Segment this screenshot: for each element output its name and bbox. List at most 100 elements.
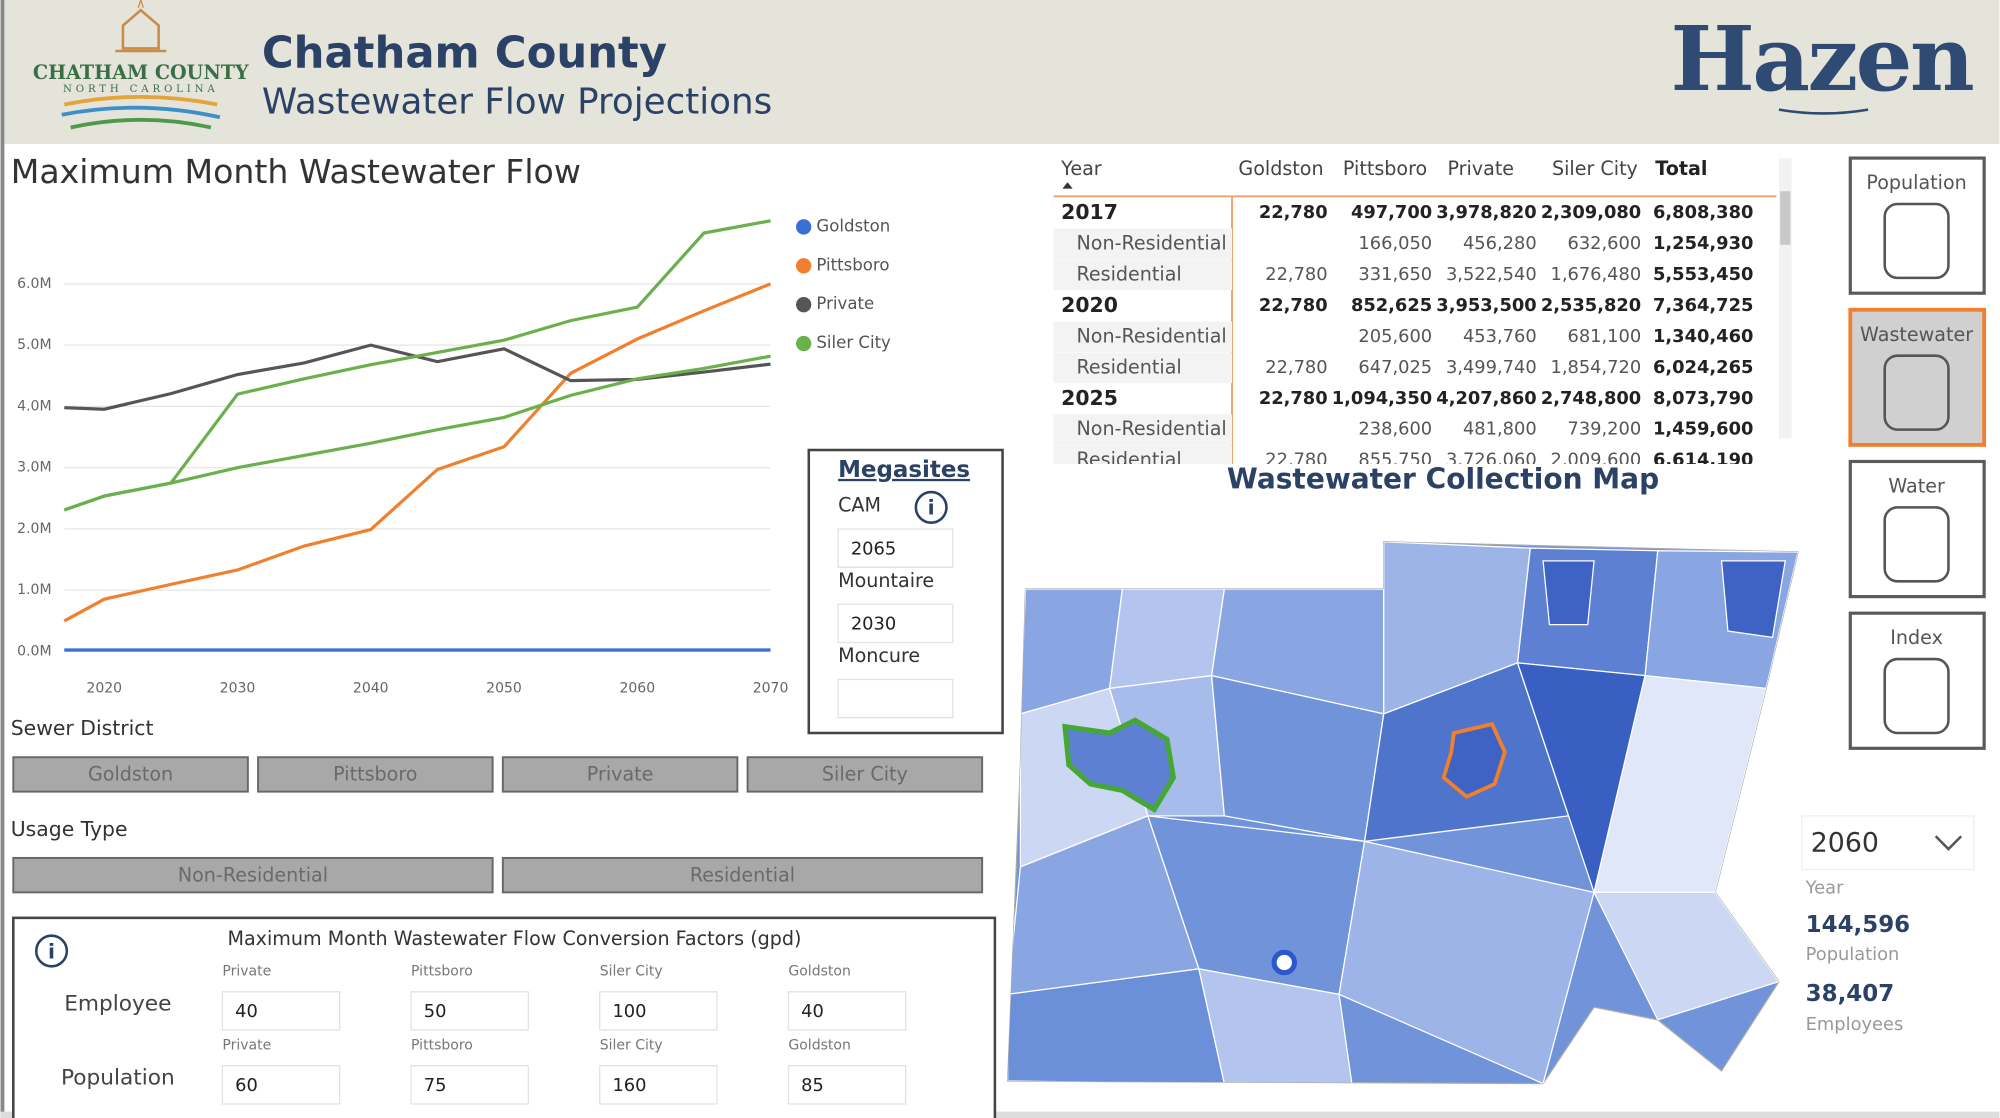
slicer-button-label[interactable]: Siler City <box>822 763 908 786</box>
slicer-button[interactable] <box>257 756 494 793</box>
cell: 6,024,265 <box>1653 357 1753 378</box>
nav-icon <box>1883 202 1950 280</box>
row-band <box>1053 321 1233 353</box>
dropdown-arrow[interactable] <box>1934 835 1963 851</box>
nav-button[interactable] <box>1848 156 1986 295</box>
y-tick-label: 6.0M <box>17 276 51 292</box>
slicer-button[interactable] <box>501 756 739 793</box>
factor-value: 160 <box>612 1075 646 1096</box>
column-header: Goldston <box>1238 157 1323 180</box>
site-year: 2065 <box>851 538 896 559</box>
year-dropdown[interactable] <box>1801 815 1975 871</box>
cell: 331,650 <box>1358 264 1432 285</box>
nav-button[interactable] <box>1848 459 1986 599</box>
legend-label[interactable]: Pittsboro <box>816 255 889 274</box>
row-band <box>1053 445 1233 465</box>
nav-label[interactable]: Population <box>1866 171 1966 194</box>
site-year-input[interactable] <box>837 528 954 568</box>
cell: 2,009,600 <box>1550 450 1641 471</box>
slicer-button-label[interactable]: Pittsboro <box>333 763 417 786</box>
factor-input[interactable] <box>410 991 529 1031</box>
cell: 8,073,790 <box>1653 388 1753 409</box>
slicer-button[interactable] <box>12 856 494 894</box>
legend-label[interactable]: Goldston <box>816 216 890 235</box>
scroll-thumb[interactable] <box>1780 191 1791 245</box>
cell: 739,200 <box>1567 419 1641 440</box>
factor-input[interactable] <box>410 1065 529 1105</box>
factor-input[interactable] <box>787 991 907 1031</box>
y-tick-label: 4.0M <box>17 398 51 414</box>
left-border <box>0 0 5 1118</box>
cell: 481,800 <box>1463 419 1537 440</box>
row-label: Residential <box>1076 355 1181 378</box>
nav-label[interactable]: Water <box>1888 474 1945 497</box>
brand: Hazen <box>1671 7 1973 112</box>
factor-input[interactable] <box>599 991 718 1031</box>
stat-value: 144,596 <box>1806 912 1910 938</box>
row-band <box>1053 352 1233 384</box>
cell: 5,553,450 <box>1653 264 1753 285</box>
goldston-marker <box>1271 949 1298 976</box>
column-header: Year <box>1060 157 1102 180</box>
data-table: Year Goldston Pittsboro Private Siler City To… <box>1053 157 1777 471</box>
factor-value: 85 <box>801 1075 824 1096</box>
series-line <box>63 282 772 623</box>
cell: 3,953,500 <box>1436 295 1536 316</box>
stat-label: Employees <box>1806 1014 1904 1035</box>
slicer-label: Usage Type <box>11 817 128 841</box>
slicer-button-label[interactable]: Goldston <box>88 763 173 786</box>
cell: 22,780 <box>1259 295 1328 316</box>
slicer-button[interactable] <box>12 756 249 793</box>
brand-swoosh <box>1778 108 1869 115</box>
cell: 647,025 <box>1358 357 1432 378</box>
nav-button[interactable] <box>1848 307 1987 447</box>
svg-text:i: i <box>48 939 55 963</box>
factor-input[interactable] <box>787 1065 907 1105</box>
slicer-button-label[interactable]: Private <box>587 763 654 786</box>
factor-value: 50 <box>424 1001 447 1022</box>
row-label: 2017 <box>1061 200 1118 224</box>
nav-icon <box>1883 657 1950 735</box>
site-year-input[interactable] <box>837 678 954 719</box>
nav-button[interactable] <box>1848 611 1986 750</box>
cell: 1,459,600 <box>1653 419 1753 440</box>
x-tick-label: 2060 <box>619 680 655 696</box>
legend-label[interactable]: Private <box>816 294 874 313</box>
info-icon[interactable]: i <box>34 934 69 968</box>
legend-label[interactable]: Siler City <box>816 333 891 352</box>
site-name: Moncure <box>838 644 920 667</box>
slicer-button[interactable] <box>501 856 984 894</box>
series-line <box>63 219 771 512</box>
row-label: Population <box>61 1065 175 1090</box>
factor-value: 40 <box>801 1001 824 1022</box>
map-title: Wastewater Collection Map <box>1227 463 1659 496</box>
stat-value: 38,407 <box>1806 981 1895 1007</box>
title: Chatham County <box>262 29 667 79</box>
legend-swatch <box>796 258 812 274</box>
cell: 22,780 <box>1259 202 1328 223</box>
cell: 1,676,480 <box>1550 264 1641 285</box>
cell: 681,100 <box>1567 326 1641 347</box>
column-header: Pittsboro <box>1343 157 1427 180</box>
slicer-button-label[interactable]: Non-Residential <box>178 863 328 886</box>
line-chart: 0.0M 1.0M 2.0M 3.0M 4.0M 5.0M 6.0M 2020 2030 2040… <box>17 216 891 696</box>
factor-input[interactable] <box>599 1065 718 1105</box>
site-year-input[interactable] <box>837 603 954 644</box>
factor-input[interactable] <box>221 1065 341 1105</box>
cell: 1,340,460 <box>1653 326 1753 347</box>
legend-swatch <box>796 219 812 235</box>
row-band <box>1053 228 1233 260</box>
slicer-button-label[interactable]: Residential <box>690 863 795 886</box>
y-tick-label: 3.0M <box>17 460 51 476</box>
info-icon[interactable]: i <box>914 490 948 524</box>
column-label: Goldston <box>788 1037 850 1053</box>
slicer-button[interactable] <box>746 756 984 793</box>
factor-input[interactable] <box>221 991 341 1031</box>
cell: 497,700 <box>1351 202 1432 223</box>
row-label: Non-Residential <box>1076 417 1226 440</box>
nav-label[interactable]: Index <box>1890 626 1943 649</box>
cell: 1,854,720 <box>1550 357 1641 378</box>
column-label: Pittsboro <box>411 963 473 979</box>
nav-label[interactable]: Wastewater <box>1860 323 1973 346</box>
factor-value: 40 <box>235 1001 258 1022</box>
